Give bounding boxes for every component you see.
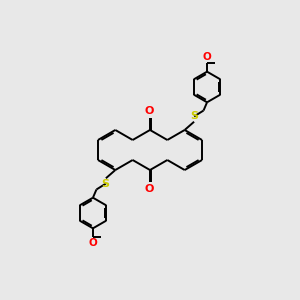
Text: O: O [145,184,154,194]
Text: S: S [102,179,110,189]
Text: O: O [145,106,154,116]
Text: O: O [88,238,97,248]
Text: S: S [190,111,198,121]
Text: O: O [203,52,212,62]
